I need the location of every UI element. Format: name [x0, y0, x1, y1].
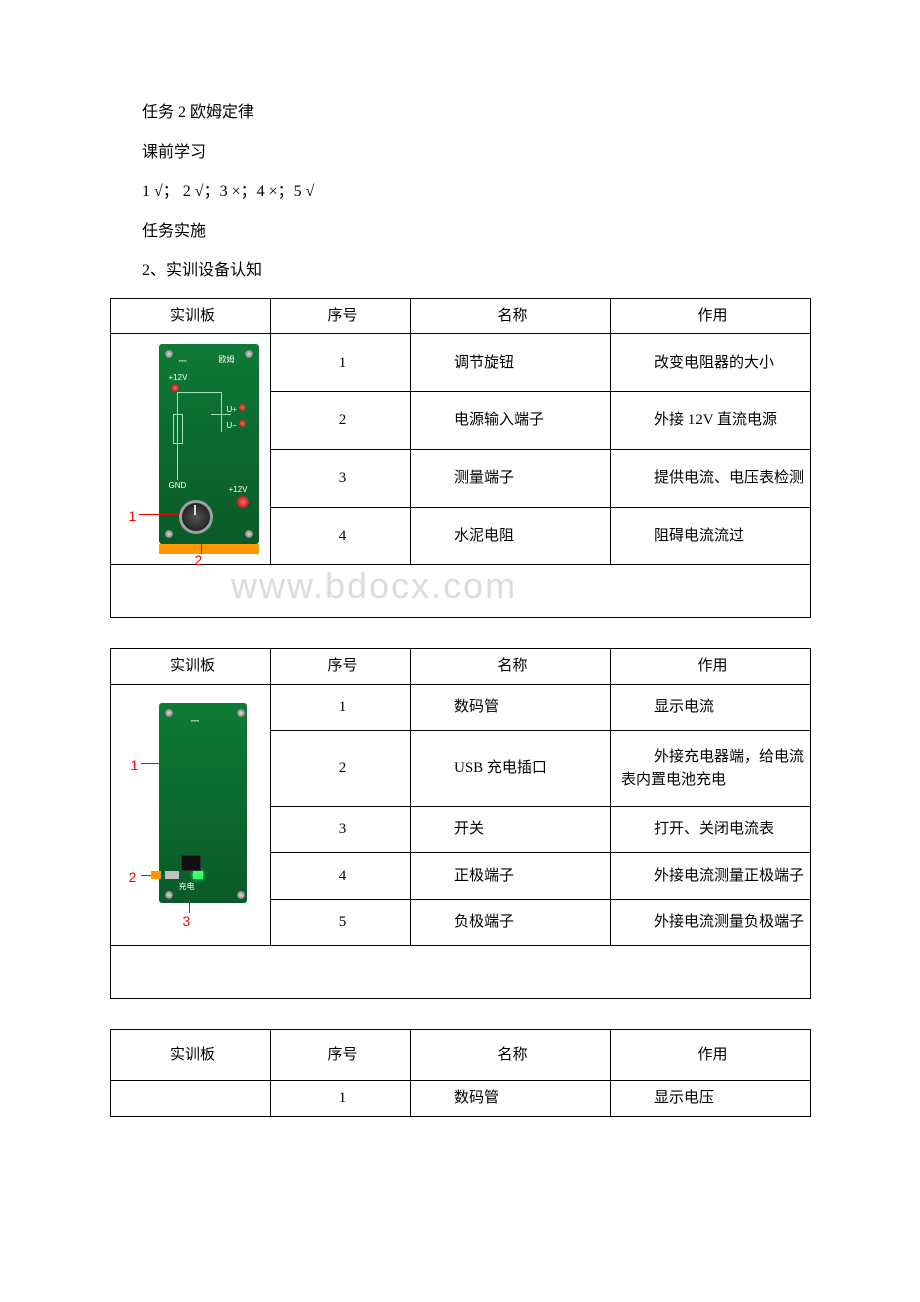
silk-12v: +12V [169, 372, 188, 384]
cell-use: 打开、关闭电流表 [611, 806, 811, 852]
cell-name: 测量端子 [411, 449, 611, 507]
document-page: 任务 2 欧姆定律 课前学习 1 √； 2 √；3 ×；4 ×；5 √ 任务实施… [0, 0, 920, 1187]
silk-gnd: GND [169, 480, 187, 492]
training-board-3-image [111, 1081, 271, 1117]
cell-name: 数码管 [411, 1081, 611, 1117]
watermark-text: www.bdocx.com [231, 559, 517, 613]
table-header-row: 实训板 序号 名称 作用 [111, 298, 811, 334]
cell-use: 外接充电器端，给电流表内置电池充电 [611, 731, 811, 807]
th-seq: 序号 [271, 298, 411, 334]
equipment-table-2: 实训板 序号 名称 作用 ⎓ 1 [110, 648, 811, 999]
silk-u-plus: U+ [227, 404, 237, 416]
table-row: ⎓ 1 充电 2 3 1 [111, 684, 811, 730]
th-name: 名称 [411, 1029, 611, 1081]
cell-use: 改变电阻器的大小 [611, 334, 811, 392]
th-use: 作用 [611, 649, 811, 685]
th-board: 实训板 [111, 649, 271, 685]
cell-name: 水泥电阻 [411, 507, 611, 565]
table-header-row: 实训板 序号 名称 作用 [111, 1029, 811, 1081]
cell-seq: 1 [271, 684, 411, 730]
heading-implementation: 任务实施 [110, 219, 810, 245]
cell-use: 阻碍电流流过 [611, 507, 811, 565]
equipment-table-1: 实训板 序号 名称 作用 ⎓ 欧姆 +12V [110, 298, 811, 619]
board2-label-2: 2 [129, 867, 137, 888]
th-use: 作用 [611, 1029, 811, 1081]
cell-seq: 5 [271, 899, 411, 945]
cell-seq: 4 [271, 507, 411, 565]
th-board: 实训板 [111, 1029, 271, 1081]
cell-seq: 4 [271, 853, 411, 899]
cell-name: 正极端子 [411, 853, 611, 899]
cell-use: 外接电流测量正极端子 [611, 853, 811, 899]
cell-use: 显示电压 [611, 1081, 811, 1117]
th-name: 名称 [411, 649, 611, 685]
cell-name: 负极端子 [411, 899, 611, 945]
training-board-2-image: ⎓ 1 充电 2 3 [111, 684, 271, 945]
cell-seq: 1 [271, 334, 411, 392]
th-seq: 序号 [271, 1029, 411, 1081]
table-blank-row: www.bdocx.com [111, 565, 811, 618]
board2-label-3: 3 [183, 911, 191, 932]
th-board: 实训板 [111, 298, 271, 334]
silk-12v-b: +12V [229, 484, 248, 496]
silk-u-minus: U− [227, 420, 237, 432]
cell-use: 外接电流测量负极端子 [611, 899, 811, 945]
cell-seq: 3 [271, 806, 411, 852]
equipment-table-3: 实训板 序号 名称 作用 1 数码管 显示电压 [110, 1029, 811, 1117]
cell-name: 电源输入端子 [411, 392, 611, 450]
table-blank-row [111, 945, 811, 998]
table-row: ⎓ 欧姆 +12V U+ U− [111, 334, 811, 392]
cell-name: USB 充电插口 [411, 731, 611, 807]
th-name: 名称 [411, 298, 611, 334]
cell-name: 开关 [411, 806, 611, 852]
cell-seq: 2 [271, 392, 411, 450]
cell-seq: 2 [271, 731, 411, 807]
cell-use: 显示电流 [611, 684, 811, 730]
heading-equipment: 2、实训设备认知 [110, 258, 810, 284]
board2-label-1: 1 [131, 755, 139, 776]
cell-seq: 1 [271, 1081, 411, 1117]
pre-study-answers: 1 √； 2 √；3 ×；4 ×；5 √ [110, 179, 810, 205]
cell-seq: 3 [271, 449, 411, 507]
cell-name: 调节旋钮 [411, 334, 611, 392]
silk-title: 欧姆 [219, 354, 235, 366]
training-board-1-image: ⎓ 欧姆 +12V U+ U− [111, 334, 271, 565]
table-header-row: 实训板 序号 名称 作用 [111, 649, 811, 685]
board1-label-1: 1 [129, 506, 137, 527]
cell-use: 外接 12V 直流电源 [611, 392, 811, 450]
heading-task: 任务 2 欧姆定律 [110, 100, 810, 126]
heading-pre-study: 课前学习 [110, 140, 810, 166]
cell-use: 提供电流、电压表检测 [611, 449, 811, 507]
table-row: 1 数码管 显示电压 [111, 1081, 811, 1117]
silk-charge: 充电 [179, 881, 195, 893]
cell-name: 数码管 [411, 684, 611, 730]
th-use: 作用 [611, 298, 811, 334]
th-seq: 序号 [271, 649, 411, 685]
table1-wrap: 实训板 序号 名称 作用 ⎓ 欧姆 +12V [110, 298, 810, 619]
